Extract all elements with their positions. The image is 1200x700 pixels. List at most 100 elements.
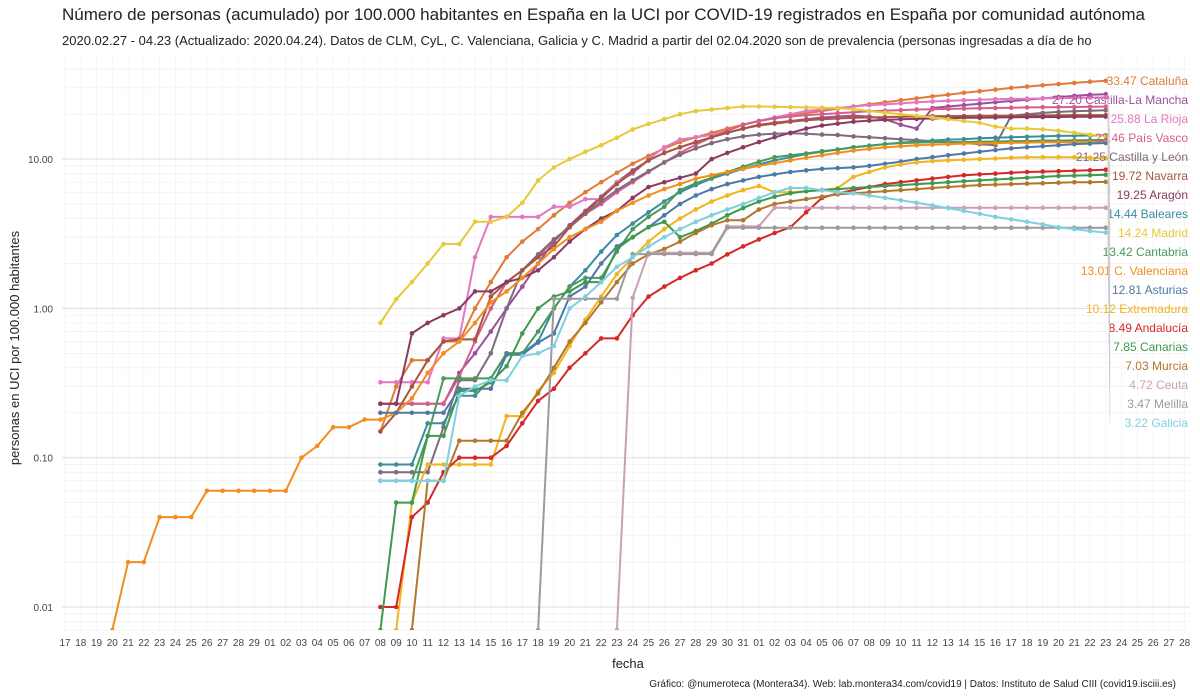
data-point — [851, 115, 856, 121]
data-point — [630, 169, 635, 175]
series-end-label: 14.44 Baleares — [1107, 207, 1188, 221]
data-point — [693, 171, 699, 176]
data-point — [1008, 115, 1014, 120]
data-point — [867, 193, 872, 198]
data-point — [1072, 205, 1077, 211]
data-point — [457, 438, 462, 444]
series-end-label: 8.49 Andalucía — [1109, 321, 1189, 335]
data-point — [898, 97, 904, 103]
data-point — [1072, 154, 1077, 160]
data-point — [693, 135, 699, 140]
data-point — [867, 225, 872, 230]
data-point — [535, 226, 541, 232]
x-tick-label: 06 — [832, 638, 844, 649]
series-line — [111, 141, 1106, 630]
data-point — [898, 143, 904, 149]
data-point — [520, 268, 525, 273]
data-point — [567, 284, 572, 289]
data-point — [835, 165, 840, 171]
data-point — [393, 478, 399, 484]
data-point — [614, 170, 620, 176]
data-point — [1087, 132, 1093, 137]
data-point — [772, 160, 777, 166]
data-point — [803, 205, 809, 211]
data-point — [772, 201, 777, 207]
label-leader-line — [1107, 94, 1111, 100]
data-point — [772, 104, 777, 110]
y-axis-title: personas en UCI por 100.000 habitantes — [7, 230, 22, 465]
data-point — [977, 172, 982, 177]
data-point — [1103, 107, 1109, 113]
data-point — [598, 296, 604, 302]
data-point — [662, 179, 667, 185]
data-point — [725, 136, 730, 142]
data-point — [472, 219, 478, 225]
data-point — [677, 239, 683, 244]
x-tick-label: 03 — [296, 638, 308, 649]
data-point — [441, 241, 446, 247]
data-point — [945, 153, 951, 158]
data-point — [882, 165, 888, 170]
data-point — [662, 226, 667, 232]
data-point — [378, 380, 383, 385]
data-point — [819, 148, 825, 154]
data-point — [1040, 205, 1045, 211]
data-point — [236, 488, 241, 494]
data-point — [930, 203, 935, 208]
data-point — [457, 241, 462, 247]
data-point — [409, 627, 415, 630]
data-point — [504, 214, 509, 220]
data-point — [614, 264, 620, 270]
data-point — [1040, 222, 1045, 227]
data-point — [472, 455, 478, 461]
x-tick-label: 04 — [801, 638, 813, 649]
data-point — [851, 106, 856, 112]
data-point — [1024, 169, 1030, 175]
data-point — [677, 145, 683, 150]
data-point — [488, 294, 494, 299]
data-point — [977, 141, 982, 146]
x-tick-label: 23 — [154, 638, 166, 649]
data-point — [520, 239, 525, 244]
data-point — [867, 118, 872, 123]
data-point — [662, 145, 667, 150]
data-point — [993, 140, 998, 146]
x-tick-label: 12 — [438, 638, 450, 649]
data-point — [756, 207, 762, 212]
data-point — [993, 205, 998, 211]
data-point — [993, 171, 998, 176]
series-madrid — [378, 104, 1109, 326]
data-point — [882, 225, 888, 230]
data-point — [1008, 170, 1014, 176]
data-point — [1103, 172, 1109, 178]
data-point — [882, 188, 888, 194]
data-point — [725, 193, 730, 198]
data-point — [425, 401, 431, 407]
data-point — [1008, 85, 1014, 91]
data-point — [1024, 145, 1030, 150]
data-point — [551, 296, 557, 302]
data-point — [520, 410, 525, 416]
data-point — [1056, 128, 1061, 133]
data-point — [504, 352, 509, 358]
data-point — [961, 157, 967, 163]
data-point — [772, 121, 777, 126]
data-point — [756, 118, 762, 124]
x-tick-label: 20 — [1053, 638, 1065, 649]
x-tick-label: 05 — [328, 638, 340, 649]
data-point — [756, 174, 762, 180]
x-tick-label: 27 — [1163, 638, 1175, 649]
data-point — [1072, 95, 1077, 101]
data-point — [819, 111, 825, 117]
data-point — [977, 182, 982, 188]
data-point — [614, 246, 620, 252]
data-point — [930, 176, 935, 181]
data-point — [930, 99, 935, 104]
data-point — [803, 105, 809, 110]
data-point — [930, 180, 935, 186]
x-axis-title: fecha — [612, 656, 645, 671]
y-tick-label: 0.01 — [34, 603, 54, 614]
data-point — [315, 443, 320, 449]
data-point — [409, 500, 415, 505]
data-point — [961, 118, 967, 124]
